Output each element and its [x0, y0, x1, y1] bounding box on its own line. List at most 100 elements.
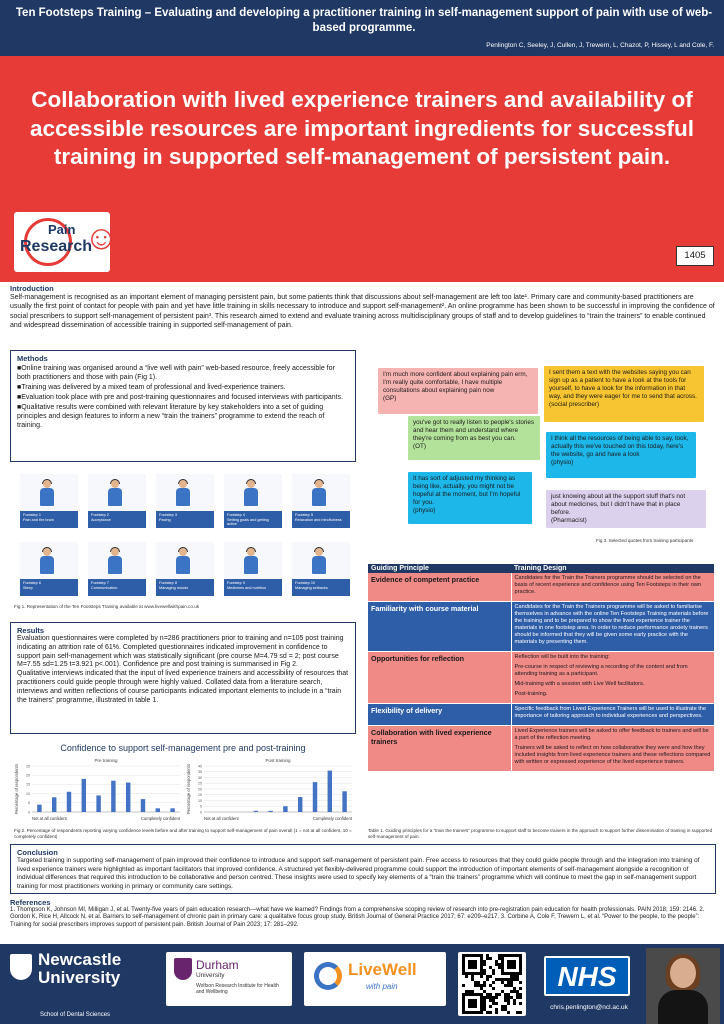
table-row: Collaboration with lived experience trai…	[368, 725, 714, 772]
qr-module	[513, 975, 516, 978]
ring-icon	[314, 962, 342, 990]
y-tick-label: 0	[28, 810, 30, 814]
poster-id: 1405	[676, 246, 714, 266]
qr-module	[480, 963, 483, 966]
school-name: School of Dental Sciences	[40, 1012, 111, 1018]
qr-module	[477, 984, 480, 987]
qr-module	[471, 1005, 474, 1008]
qr-module	[501, 1008, 504, 1011]
chart-panel-title: Pre training	[94, 758, 118, 763]
qr-module	[507, 966, 510, 969]
qr-module	[519, 972, 522, 975]
qr-module	[483, 996, 486, 999]
qr-module	[474, 966, 477, 969]
fig1-caption: Fig 1. Representation of the Ten Footste…	[14, 604, 200, 609]
qr-module	[510, 990, 513, 993]
qr-module	[471, 1011, 474, 1014]
qr-module	[510, 954, 513, 957]
qr-module	[519, 981, 522, 984]
footer: Newcastle University School of Dental Sc…	[0, 944, 724, 1024]
qr-module	[498, 993, 501, 996]
qr-module	[513, 966, 516, 969]
qr-module	[462, 954, 465, 957]
qr-module	[486, 978, 489, 981]
logo-text: Wolfson Research Institute for Health an…	[196, 983, 279, 995]
qr-module	[507, 984, 510, 987]
qr-module	[462, 993, 465, 996]
qr-module	[498, 963, 501, 966]
qr-module	[483, 999, 486, 1002]
qr-module	[510, 972, 513, 975]
qr-module	[483, 1005, 486, 1008]
results-section: Results Evaluation questionnaires were c…	[10, 622, 356, 734]
y-tick-label: 15	[198, 793, 202, 797]
qr-module	[504, 996, 507, 999]
shield-icon	[174, 958, 192, 980]
qr-module	[504, 1008, 507, 1011]
y-tick-label: 10	[26, 792, 30, 796]
qr-module	[495, 1002, 498, 1005]
table-caption: Table 1. Guiding principles for a “train…	[368, 828, 713, 839]
bar	[342, 791, 347, 812]
qr-module	[516, 996, 519, 999]
list-item: ■Training was delivered by a mixed team …	[17, 384, 286, 391]
design-text: Trainers will be asked to reflect on how…	[514, 745, 711, 765]
qr-module	[504, 984, 507, 987]
qr-module	[462, 972, 465, 975]
quote-card: just knowing about all the support stuff…	[546, 490, 706, 528]
qr-module	[504, 972, 507, 975]
qr-module	[474, 993, 477, 996]
qr-module	[471, 963, 474, 966]
contact-email[interactable]: chris.penlington@ncl.ac.uk	[550, 1004, 628, 1011]
qr-module	[516, 975, 519, 978]
qr-module	[483, 972, 486, 975]
footstep-tile: Footstep 7 Communication	[88, 542, 146, 596]
principle-cell: Flexibility of delivery	[368, 703, 512, 726]
section-title: Methods	[17, 354, 48, 363]
y-tick-label: 0	[200, 810, 202, 814]
x-axis-label-left: Not at all confident	[204, 816, 240, 821]
qr-module	[489, 996, 492, 999]
qr-module	[507, 972, 510, 975]
footstep-label: Footstep 3 Pacing	[156, 511, 214, 528]
methods-list: ■Online training was organised around a …	[17, 364, 349, 430]
qr-module	[504, 1005, 507, 1008]
qr-module	[489, 993, 492, 996]
logo-text: Newcastle	[38, 950, 122, 969]
qr-module	[501, 978, 504, 981]
qr-module	[513, 972, 516, 975]
qr-module	[468, 1002, 471, 1005]
qr-module	[519, 966, 522, 969]
qr-module	[513, 999, 516, 1002]
bar	[268, 810, 273, 812]
qr-module	[495, 1008, 498, 1011]
qr-module	[465, 954, 468, 957]
qr-module	[513, 990, 516, 993]
qr-module	[510, 978, 513, 981]
footstep-label: Footstep 10 Managing setbacks	[292, 579, 350, 596]
qr-module	[474, 954, 477, 957]
design-cell: Candidates for the Train the Trainers pr…	[511, 601, 714, 652]
logo-text: University	[38, 968, 121, 987]
qr-module	[483, 960, 486, 963]
qr-module	[504, 993, 507, 996]
qr-module	[501, 981, 504, 984]
qr-module	[489, 1005, 492, 1008]
qr-code[interactable]	[458, 952, 526, 1016]
footstep-tile: Footstep 8 Managing moods	[156, 542, 214, 596]
qr-module	[489, 957, 492, 960]
qr-module	[516, 990, 519, 993]
qr-module	[507, 1002, 510, 1005]
bar	[111, 780, 116, 812]
qr-module	[462, 1008, 465, 1011]
qr-module	[513, 960, 516, 963]
qr-module	[492, 987, 495, 990]
qr-module	[489, 1011, 492, 1014]
section-title: References	[10, 898, 51, 907]
qr-module	[501, 1005, 504, 1008]
qr-module	[501, 954, 504, 957]
qr-module	[519, 1002, 522, 1005]
qr-module	[507, 981, 510, 984]
table-header: Training Design	[511, 564, 714, 573]
